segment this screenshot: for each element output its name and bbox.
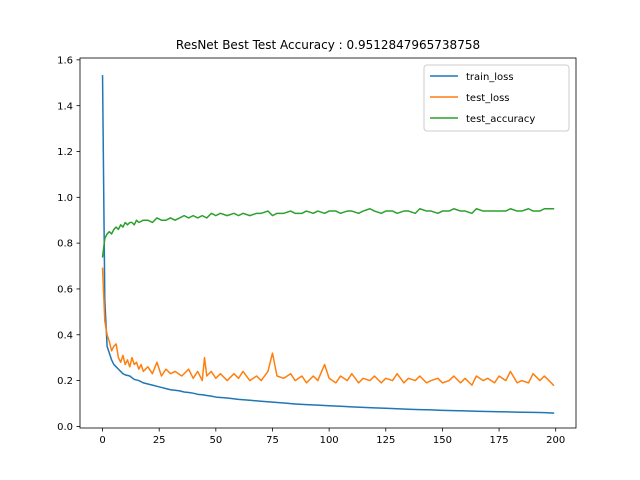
legend-label-test-loss: test_loss	[466, 93, 510, 104]
series-line-test-loss	[101, 267, 555, 387]
x-tick-label: 25	[153, 435, 166, 446]
series-line-test-accuracy	[101, 208, 555, 258]
y-axis: 0.0 0.2 0.4 0.6 0.8 1.0 1.2 1.4 1.6	[57, 55, 80, 433]
y-tick-label: 0.6	[57, 285, 73, 296]
x-tick-label: 100	[320, 435, 339, 446]
legend-label-test-accuracy: test_accuracy	[466, 114, 535, 125]
y-tick-label: 0.2	[57, 376, 73, 387]
x-tick-label: 125	[376, 435, 395, 446]
x-tick-label: 175	[490, 435, 509, 446]
x-tick-label: 50	[209, 435, 222, 446]
series-layer	[101, 75, 555, 414]
y-tick-label: 0.0	[57, 422, 73, 433]
y-tick-label: 1.4	[57, 101, 73, 112]
x-axis: 0 25 50 75 100 125 150 175 200	[99, 428, 565, 446]
series-line-train-loss	[101, 75, 555, 414]
y-tick-label: 0.8	[57, 239, 73, 250]
x-tick-label: 75	[266, 435, 279, 446]
y-tick-label: 1.0	[57, 193, 73, 204]
x-tick-label: 150	[433, 435, 452, 446]
x-tick-label: 0	[99, 435, 105, 446]
legend-box	[423, 64, 570, 132]
y-tick-label: 1.6	[57, 55, 73, 66]
x-tick-label: 200	[546, 435, 565, 446]
legend-label-train-loss: train_loss	[466, 72, 514, 83]
y-tick-label: 1.2	[57, 147, 73, 158]
chart-title: ResNet Best Test Accuracy : 0.9512847965…	[176, 38, 480, 52]
legend: train_loss test_loss test_accuracy	[423, 64, 570, 132]
y-tick-label: 0.4	[57, 330, 73, 341]
